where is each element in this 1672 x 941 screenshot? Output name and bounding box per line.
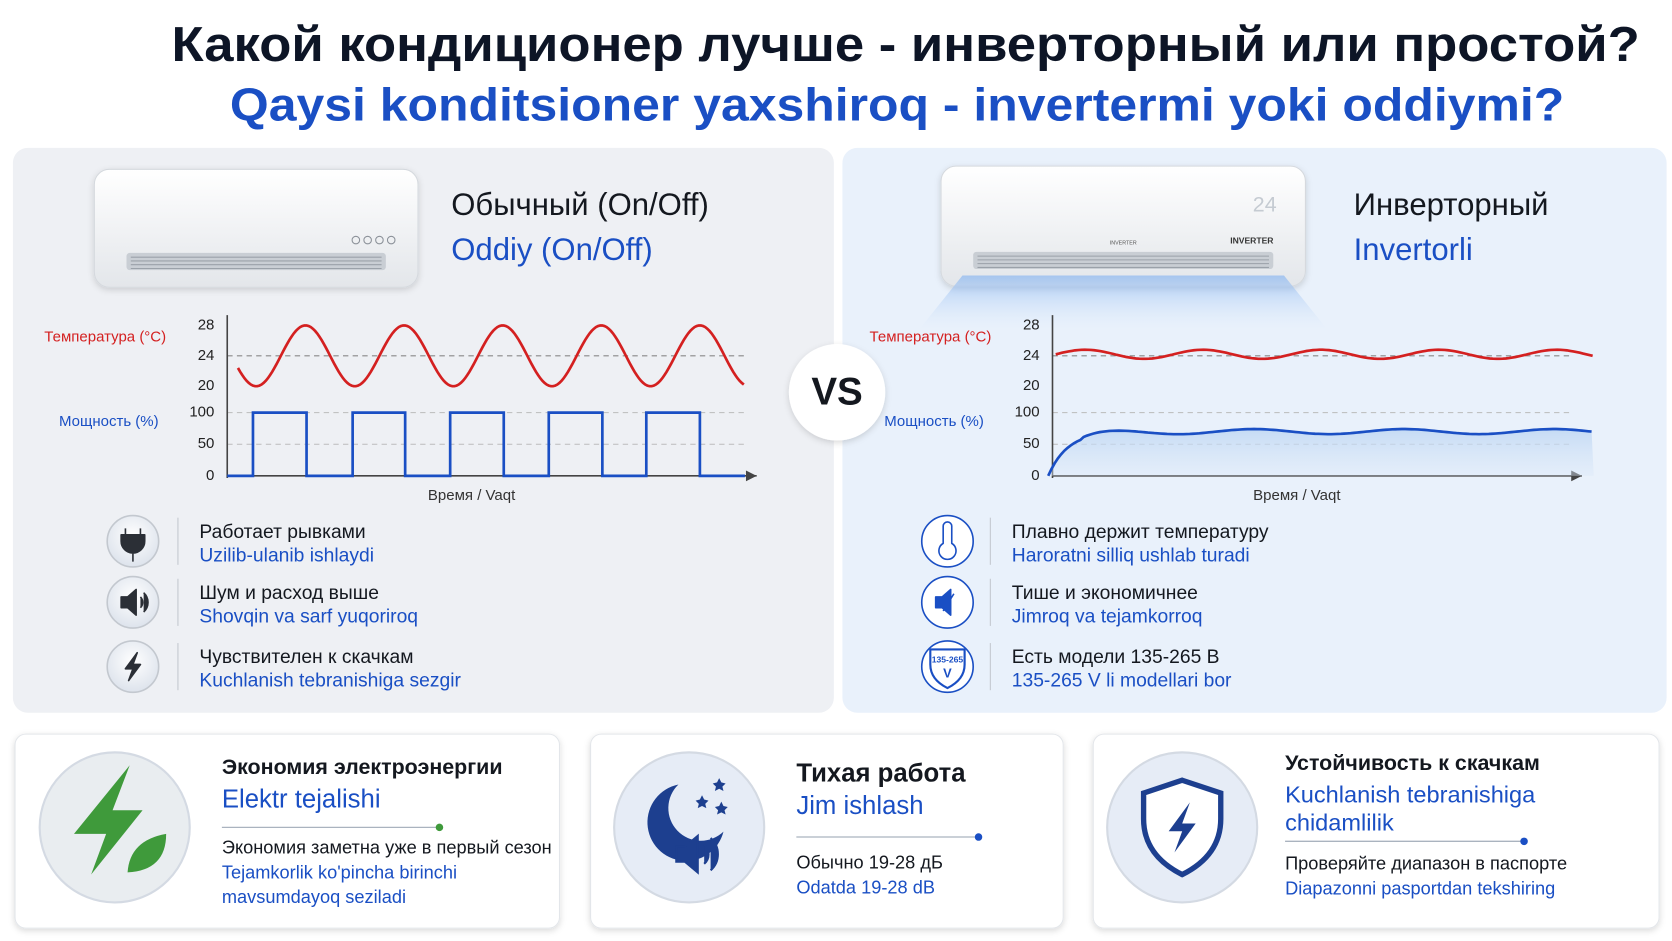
feature-text: Есть модели 135-265 В [1012,647,1220,668]
temperature-curve [236,324,745,388]
ac-button [363,235,372,245]
ac-unit [940,165,1306,287]
axis-label: Мощность (%) [59,413,159,430]
feature-icon [920,514,974,568]
vs-circle [788,344,886,441]
feature-text: Haroratni silliq ushlab turadi [1012,545,1250,566]
axis-label: Мощность (%) [884,413,984,430]
card-title: Устойчивость к скачкам [1285,751,1540,775]
tick-label: 100 [1015,404,1040,421]
title: Какой кондиционер лучше - инверторный ил… [172,17,1640,72]
airflow [919,275,1327,330]
card-subtitle: chidamlilik [1285,809,1394,835]
tick-label: 0 [206,467,214,484]
feature-text: Чувствителен к скачкам [199,647,413,668]
ac-badge: INVERTER [1230,235,1274,245]
feature-text: Uzilib-ulanib ishlaydi [199,545,374,566]
icon-range: 135-265 [932,654,964,664]
tick-label: 50 [1023,435,1040,452]
axis-label: Время / Vaqt [428,487,516,504]
panel-left [12,147,834,713]
card-rule-dot [1520,837,1528,846]
card-title: Тихая работа [796,760,966,788]
card-icon-circle [613,751,766,904]
ac-button [375,235,384,245]
feature-text: Работает рывками [199,522,365,543]
panel-subtitle: Oddiy (On/Off) [451,232,653,267]
card-rule-dot [435,823,444,832]
card-text: Экономия заметна уже в первый сезон [222,838,552,858]
tick-label: 28 [1023,316,1040,333]
tick-label: 24 [1023,347,1040,364]
ac-badge: INVERTER [1110,241,1137,247]
ac-unit [93,168,419,288]
card-title: Экономия электроэнергии [222,755,503,779]
feature-text: Jimroq va tejamkorroq [1012,606,1203,627]
power-curve [1046,427,1592,477]
card-subtitle: Elektr tejalishi [222,785,381,813]
feature-glyph [929,648,966,690]
ac-display: 24 [1253,192,1277,216]
card-text: Проверяйте диапазон в паспорте [1285,854,1567,874]
feature-glyph [120,588,149,616]
card-glyph [73,765,143,875]
axis-label: Температура (°C) [44,329,166,346]
card-rule-dot [974,833,983,841]
temperature-curve [1055,348,1593,361]
feature-glyph [934,588,955,616]
feature-text: Плавно держит температуру [1012,522,1269,543]
tick-label: 0 [1031,467,1039,484]
ac-button [386,235,396,245]
feature-text: Шум и расход выше [199,583,379,604]
card-glyph [647,784,724,861]
card-text: Tejamkorlik ko'pincha birinchi [222,862,457,882]
tick-label: 20 [198,377,215,394]
panel-title: Обычный (On/Off) [451,187,709,222]
card-subtitle: Jim ishlash [796,792,923,820]
power-curve [227,411,745,478]
feature-text: 135-265 V li modellari bor [1012,671,1232,692]
card-text: mavsumdayoq seziladi [222,887,406,907]
feature-text: Shovqin va sarf yuqoriroq [199,606,418,627]
card-text: Odatda 19-28 dB [796,877,935,897]
card-glyph [127,833,167,873]
card-glyph [1168,802,1196,853]
tick-label: 28 [198,316,215,333]
icon-unit: V [943,666,952,681]
feature-glyph [120,528,146,562]
card-subtitle: Kuchlanish tebranishiga [1285,782,1536,808]
feature-text: Тише и экономичнее [1012,583,1198,604]
feature-glyph [124,651,142,682]
tick-label: 50 [198,435,215,452]
tick-label: 24 [198,347,215,364]
panel-subtitle: Invertorli [1354,232,1473,267]
power-area [1048,429,1594,476]
star [695,795,709,809]
tick-label: 100 [189,404,214,421]
card-text: Обычно 19-28 дБ [796,853,943,873]
tick-label: 20 [1023,377,1040,394]
x-axis-arrow [745,470,757,482]
card-text: Diapazonni pasportdan tekshiring [1285,878,1555,898]
feature-text: Kuchlanish tebranishiga sezgir [199,671,461,692]
axis-label: Время / Vaqt [1253,487,1341,504]
ac-button [351,235,361,245]
panel-title: Инверторный [1354,187,1549,222]
star [712,778,726,791]
star [714,801,728,815]
axis-label: Температура (°C) [870,329,992,346]
subtitle: Qaysi konditsioner yaxshiroq - inverterm… [230,78,1564,130]
vs-label: VS [811,371,862,414]
feature-glyph [938,521,957,561]
card-glyph [675,833,719,875]
